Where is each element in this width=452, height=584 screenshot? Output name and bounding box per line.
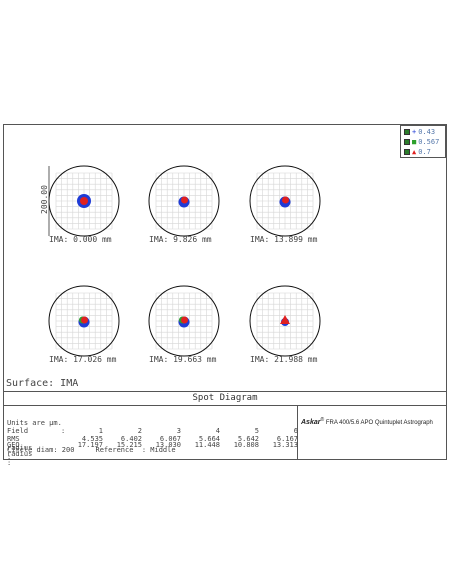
legend-label: 0.43 <box>418 128 436 136</box>
spot-blob <box>181 316 188 324</box>
ima-label: IMA: 17.026 mm <box>49 355 117 364</box>
surface-label: Surface: IMA <box>6 378 79 389</box>
geo-value: 15.215 <box>116 441 142 449</box>
legend-label: 0.7 <box>418 148 431 156</box>
geo-value: 13.313 <box>272 441 298 449</box>
spot-blob <box>80 197 88 205</box>
legend-check-icon <box>404 129 410 135</box>
ima-label: IMA: 9.826 mm <box>149 235 212 244</box>
divider <box>297 405 298 460</box>
ima-label: IMA: 21.988 mm <box>250 355 318 364</box>
field-label: Field <box>7 427 29 435</box>
rms-value: 6.167 <box>276 435 298 443</box>
divider <box>3 405 447 406</box>
geo-label: GEO radius : <box>7 441 33 467</box>
legend-item: ■ 0.567 <box>404 137 439 147</box>
spot-blob <box>81 316 88 324</box>
legend-marker-icon: ▲ <box>412 147 417 156</box>
divider <box>3 391 447 392</box>
rms-value: 6.067 <box>159 435 181 443</box>
geo-value: 13.030 <box>155 441 181 449</box>
field-value: 4 <box>215 427 220 435</box>
legend-item: +0.43 <box>404 127 435 137</box>
wavelength-legend: +0.43 ■ 0.567 ▲ 0.7 <box>400 125 446 158</box>
field-value: 1 <box>98 427 103 435</box>
rms-value: 5.664 <box>198 435 220 443</box>
units-note: Units are µm. <box>7 419 62 427</box>
scale-label: 200.00 <box>40 185 49 214</box>
legend-marker-icon: ■ <box>412 137 417 146</box>
brand-label: Askar® FRA 400/5.6 APO Quintuplet Astrog… <box>301 417 433 426</box>
airy-circle <box>249 165 321 237</box>
legend-item: ▲ 0.7 <box>404 147 431 157</box>
diagram-title: Spot Diagram <box>192 393 258 403</box>
field-value: 3 <box>176 427 181 435</box>
ima-label: IMA: 0.000 mm <box>49 235 112 244</box>
geo-value: 17.197 <box>77 441 103 449</box>
brand-mark: ® <box>320 417 325 423</box>
spot-blob <box>181 196 188 204</box>
legend-label: 0.567 <box>418 138 440 146</box>
colon: : <box>61 427 66 435</box>
ima-label: IMA: 19.663 mm <box>149 355 217 364</box>
rms-value: 6.402 <box>120 435 142 443</box>
legend-marker-icon: + <box>412 127 417 136</box>
field-value: 2 <box>137 427 142 435</box>
circle-diameter-reference: Circle diam: 200 Reference : Middle <box>7 446 176 454</box>
legend-check-icon <box>404 149 410 155</box>
rms-value: 5.642 <box>237 435 259 443</box>
field-value: 5 <box>254 427 259 435</box>
spot-blob <box>282 196 289 204</box>
field-value: 6 <box>293 427 298 435</box>
ima-label: IMA: 13.899 mm <box>250 235 318 244</box>
airy-circle <box>148 165 220 237</box>
brand-name: Askar <box>301 419 321 426</box>
spot-blob <box>280 315 290 324</box>
rms-value: 4.535 <box>81 435 103 443</box>
brand-text: FRA 400/5.6 APO Quintuplet Astrograph <box>324 420 433 426</box>
geo-value: 11.448 <box>194 441 220 449</box>
plot-frame <box>3 124 447 460</box>
geo-value: 10.808 <box>233 441 259 449</box>
legend-check-icon <box>404 139 410 145</box>
rms-label: RMS radius : <box>7 435 33 461</box>
airy-circle <box>48 285 120 357</box>
airy-circle <box>249 285 321 357</box>
airy-circle <box>148 285 220 357</box>
